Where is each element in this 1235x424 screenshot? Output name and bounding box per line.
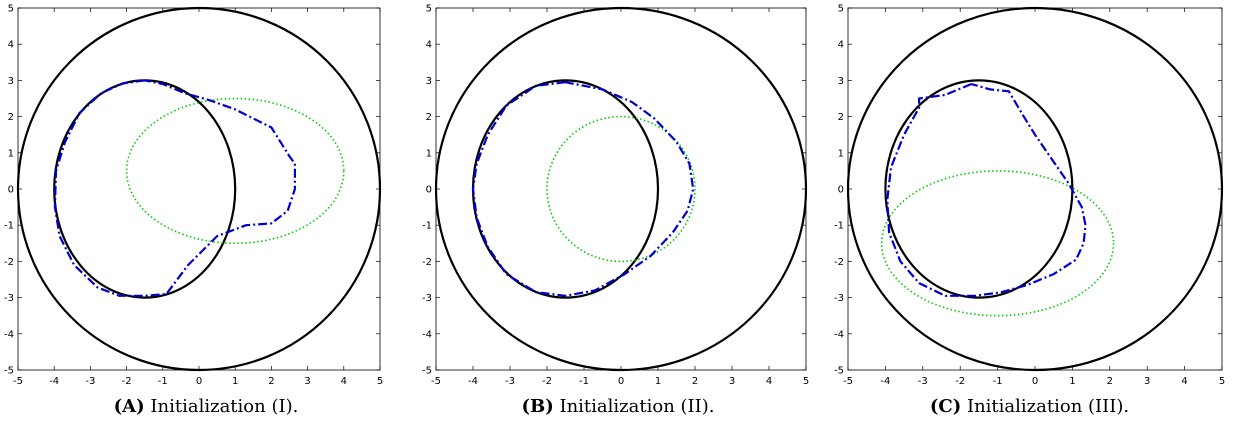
y-tick-label-a: -4 [4,329,14,340]
y-tick-label-a: 5 [8,4,14,15]
y-tick-label-b: 1 [426,148,432,159]
x-tick-label-c: 0 [1032,376,1038,387]
y-tick-label-a: -1 [4,221,14,232]
caption-b-text: Initialization (II). [559,396,715,417]
y-tick-label-c: -2 [834,257,844,268]
initial-guess-curve-c [880,170,1115,317]
reconstruction-curve-b [471,81,695,297]
x-tick-label-c: 4 [1181,376,1187,387]
y-tick-label-b: 5 [426,4,432,15]
y-tick-label-b: 4 [426,40,432,51]
x-tick-label-b: 3 [729,376,735,387]
reconstruction-curve-a [53,79,296,297]
caption-c-text: Initialization (III). [966,396,1130,417]
x-tick-label-c: -3 [918,376,928,387]
x-tick-label-b: -2 [542,376,552,387]
axes-frame-c [847,7,1223,371]
x-tick-label-b: -4 [468,376,478,387]
x-tick-label-a: 1 [232,376,238,387]
axes-frame-b [435,7,807,371]
caption-a-text: Initialization (I). [150,396,299,417]
axes-frame-a [17,7,381,371]
x-tick-label-c: 3 [1144,376,1150,387]
x-tick-label-c: -5 [843,376,853,387]
caption-c: (C) Initialization (III). [824,396,1235,417]
outer-circle-b [434,6,808,372]
initial-guess-curve-b [546,115,696,263]
outer-circle-c [846,6,1224,372]
x-tick-label-c: -2 [955,376,965,387]
y-tick-label-c: 5 [838,4,844,15]
y-tick-label-c: -1 [834,221,844,232]
caption-b: (B) Initialization (II). [412,396,824,417]
panel-b: -5 -4 -3 -2 -1 0 1 2 3 4 5 -5 -4 -3 -2 -1 0 1 2 3 4 5 (B) Ini… [412,0,824,424]
x-tick-label-b: 2 [692,376,698,387]
x-tick-label-b: -3 [505,376,515,387]
initial-guess-curve-a [125,97,345,245]
x-tick-label-c: -1 [993,376,1003,387]
panel-a: -5 -4 -3 -2 -1 0 1 2 3 4 5 -5 -4 -3 -2 -1 0 1 2 3 4 5 (A) Ini… [0,0,412,424]
x-tick-label-a: -4 [49,376,59,387]
x-tick-label-a: 2 [268,376,274,387]
x-tick-label-c: 5 [1219,376,1225,387]
x-tick-label-c: -4 [880,376,890,387]
x-tick-label-b: 1 [655,376,661,387]
y-tick-label-b: -2 [422,257,432,268]
plot-b: -5 -4 -3 -2 -1 0 1 2 3 4 5 -5 -4 -3 -2 -1 0 1 2 3 4 5 [422,4,809,388]
y-tick-label-a: 1 [8,148,14,159]
x-tick-label-b: 0 [618,376,624,387]
plot-c: -5 -4 -3 -2 -1 0 1 2 3 4 5 -5 -4 -3 -2 -1 0 1 2 3 4 5 [834,4,1225,388]
y-tick-label-a: 3 [8,76,14,87]
x-tick-label-a: 5 [377,376,383,387]
x-tick-label-a: -5 [13,376,23,387]
x-tick-label-b: -5 [431,376,441,387]
caption-b-label: (B) [521,396,554,417]
y-tick-label-a: -3 [4,293,14,304]
y-tick-label-a: 0 [8,185,14,196]
y-tick-label-b: 0 [426,185,432,196]
x-tick-label-a: -3 [85,376,95,387]
y-tick-label-b: -1 [422,221,432,232]
y-tick-label-b: 2 [426,112,432,123]
reconstruction-curve-c [886,82,1087,297]
inner-ellipse-a [53,79,237,299]
x-tick-label-c: 2 [1107,376,1113,387]
x-tick-label-a: -2 [122,376,132,387]
y-tick-label-c: 1 [838,148,844,159]
y-tick-label-b: -4 [422,329,432,340]
x-tick-label-a: 4 [341,376,347,387]
caption-a-label: (A) [113,396,145,417]
caption-c-label: (C) [929,396,962,417]
y-tick-label-c: -3 [834,293,844,304]
x-tick-label-b: 5 [803,376,809,387]
x-tick-label-c: 1 [1069,376,1075,387]
y-tick-label-c: 4 [838,40,844,51]
y-tick-label-b: 3 [426,76,432,87]
y-tick-label-b: -3 [422,293,432,304]
y-tick-label-a: 4 [8,40,14,51]
plot-a: -5 -4 -3 -2 -1 0 1 2 3 4 5 -5 -4 -3 -2 -1 0 1 2 3 4 5 [4,4,383,388]
y-tick-label-c: 3 [838,76,844,87]
x-tick-label-a: 0 [196,376,202,387]
y-tick-label-a: -5 [4,366,14,377]
y-tick-label-c: -5 [834,366,844,377]
inner-ellipse-c [884,79,1074,299]
y-tick-label-c: 2 [838,112,844,123]
y-tick-label-b: -5 [422,366,432,377]
y-tick-label-c: -4 [834,329,844,340]
y-tick-label-a: 2 [8,112,14,123]
panel-c: -5 -4 -3 -2 -1 0 1 2 3 4 5 -5 -4 -3 -2 -1 0 1 2 3 4 5 (C) Ini… [824,0,1235,424]
y-tick-label-c: 0 [838,185,844,196]
x-tick-label-a: 3 [304,376,310,387]
outer-circle-a [16,6,382,372]
caption-a: (A) Initialization (I). [0,396,412,417]
x-tick-label-b: 4 [766,376,772,387]
x-tick-label-a: -1 [158,376,168,387]
y-tick-label-a: -2 [4,257,14,268]
x-tick-label-b: -1 [579,376,589,387]
